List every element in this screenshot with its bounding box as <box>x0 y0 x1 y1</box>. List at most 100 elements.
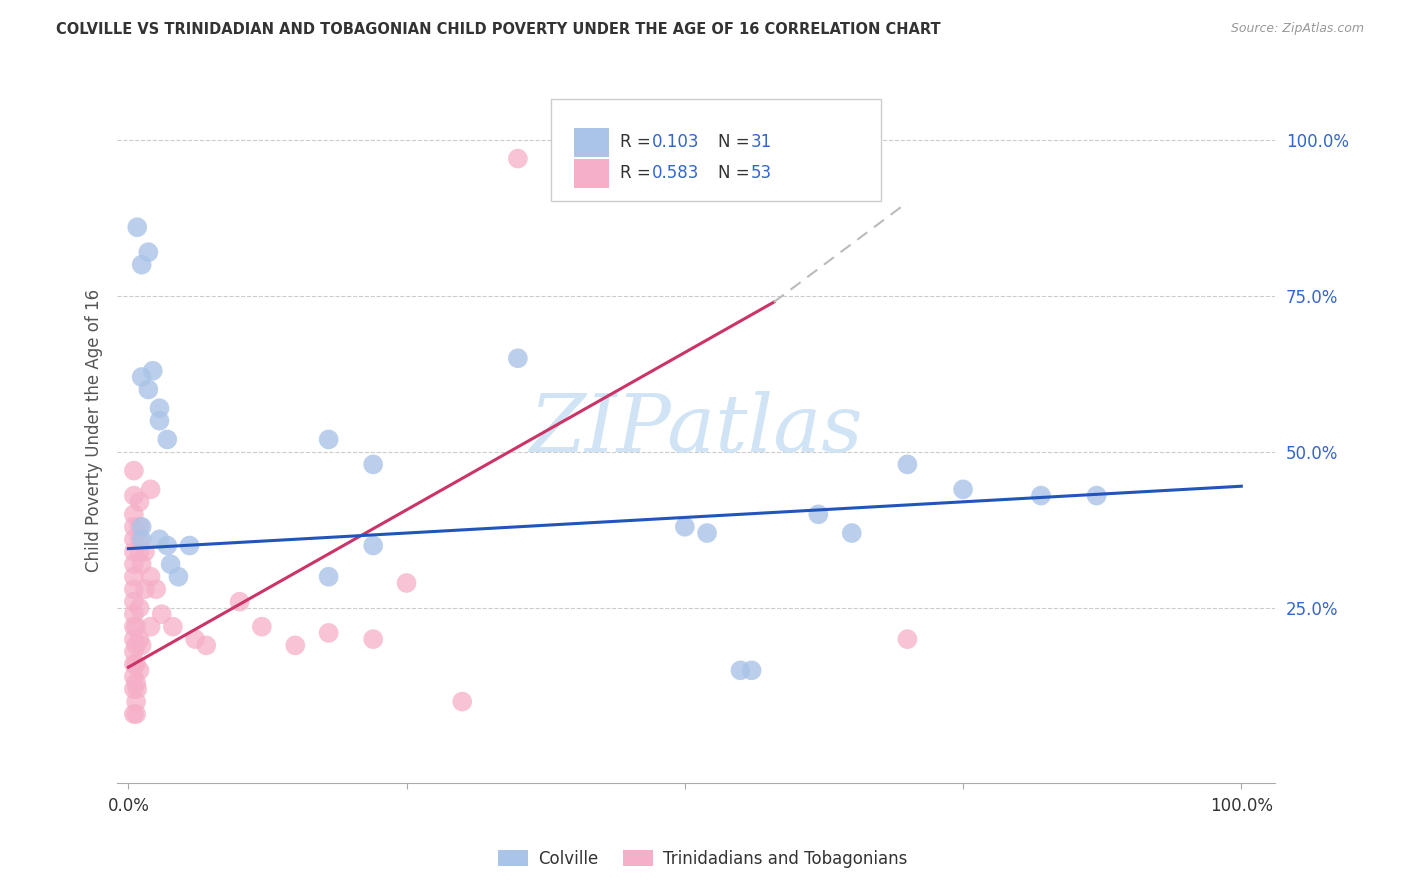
Point <box>952 483 974 497</box>
Point <box>122 645 145 659</box>
Point <box>139 570 162 584</box>
Point <box>122 489 145 503</box>
Point <box>167 570 190 584</box>
Point <box>122 508 145 522</box>
Text: 0.103: 0.103 <box>652 133 699 152</box>
Point <box>131 639 153 653</box>
Point <box>122 558 145 572</box>
Point <box>122 620 145 634</box>
Point <box>122 520 145 534</box>
Point <box>128 632 150 647</box>
Point <box>138 383 160 397</box>
Point <box>841 526 863 541</box>
Point <box>125 620 148 634</box>
Point <box>122 657 145 671</box>
Text: R =: R = <box>620 133 651 152</box>
Point <box>1029 489 1052 503</box>
Point <box>125 675 148 690</box>
Legend: Colville, Trinidadians and Tobagonians: Colville, Trinidadians and Tobagonians <box>492 844 914 875</box>
Point <box>122 533 145 547</box>
Text: N =: N = <box>718 133 749 152</box>
Text: R =: R = <box>620 164 651 182</box>
Point <box>361 539 384 553</box>
Point <box>131 533 153 547</box>
Point <box>896 458 918 472</box>
Point <box>128 545 150 559</box>
Point <box>361 632 384 647</box>
Point <box>673 520 696 534</box>
Point <box>128 495 150 509</box>
Point <box>122 632 145 647</box>
Point <box>134 582 156 597</box>
Point <box>122 570 145 584</box>
Text: 0.583: 0.583 <box>652 164 699 182</box>
Point <box>139 483 162 497</box>
Point <box>131 370 153 384</box>
Y-axis label: Child Poverty Under the Age of 16: Child Poverty Under the Age of 16 <box>86 288 103 572</box>
Point <box>148 533 170 547</box>
Point <box>125 706 148 721</box>
Point <box>131 258 153 272</box>
Point <box>145 582 167 597</box>
Point <box>506 351 529 366</box>
Point <box>696 526 718 541</box>
Text: 53: 53 <box>751 164 772 182</box>
Point <box>318 626 340 640</box>
Point <box>184 632 207 647</box>
Point <box>122 582 145 597</box>
Point <box>284 639 307 653</box>
Point <box>134 545 156 559</box>
Point <box>361 458 384 472</box>
Point <box>125 639 148 653</box>
Point <box>122 464 145 478</box>
Point <box>807 508 830 522</box>
Point <box>128 520 150 534</box>
Point <box>122 681 145 696</box>
Point <box>395 576 418 591</box>
Point <box>125 694 148 708</box>
Point <box>730 663 752 677</box>
Point <box>741 663 763 677</box>
Text: ZIPatlas: ZIPatlas <box>529 392 863 469</box>
Point <box>148 401 170 416</box>
Point <box>159 558 181 572</box>
Point <box>127 681 149 696</box>
Point <box>125 657 148 671</box>
Point <box>506 152 529 166</box>
Text: 31: 31 <box>751 133 772 152</box>
Point <box>122 607 145 622</box>
FancyBboxPatch shape <box>575 128 609 157</box>
Point <box>896 632 918 647</box>
Point <box>228 595 250 609</box>
Point <box>122 706 145 721</box>
Point <box>122 545 145 559</box>
Text: COLVILLE VS TRINIDADIAN AND TOBAGONIAN CHILD POVERTY UNDER THE AGE OF 16 CORRELA: COLVILLE VS TRINIDADIAN AND TOBAGONIAN C… <box>56 22 941 37</box>
Point <box>128 601 150 615</box>
Point <box>162 620 184 634</box>
Point <box>122 669 145 683</box>
Point <box>150 607 173 622</box>
Point <box>128 533 150 547</box>
Point <box>451 694 474 708</box>
Point <box>250 620 273 634</box>
Point <box>142 364 165 378</box>
Point <box>138 245 160 260</box>
Point <box>179 539 201 553</box>
Point <box>318 433 340 447</box>
Point <box>195 639 218 653</box>
Point <box>156 433 179 447</box>
Point <box>139 620 162 634</box>
Point <box>122 595 145 609</box>
FancyBboxPatch shape <box>575 159 609 188</box>
Point <box>131 558 153 572</box>
Point <box>127 220 149 235</box>
FancyBboxPatch shape <box>551 99 882 201</box>
Point <box>128 663 150 677</box>
Text: N =: N = <box>718 164 749 182</box>
Point <box>156 539 179 553</box>
Point <box>318 570 340 584</box>
Text: Source: ZipAtlas.com: Source: ZipAtlas.com <box>1230 22 1364 36</box>
Point <box>1085 489 1108 503</box>
Point <box>131 520 153 534</box>
Point <box>148 414 170 428</box>
